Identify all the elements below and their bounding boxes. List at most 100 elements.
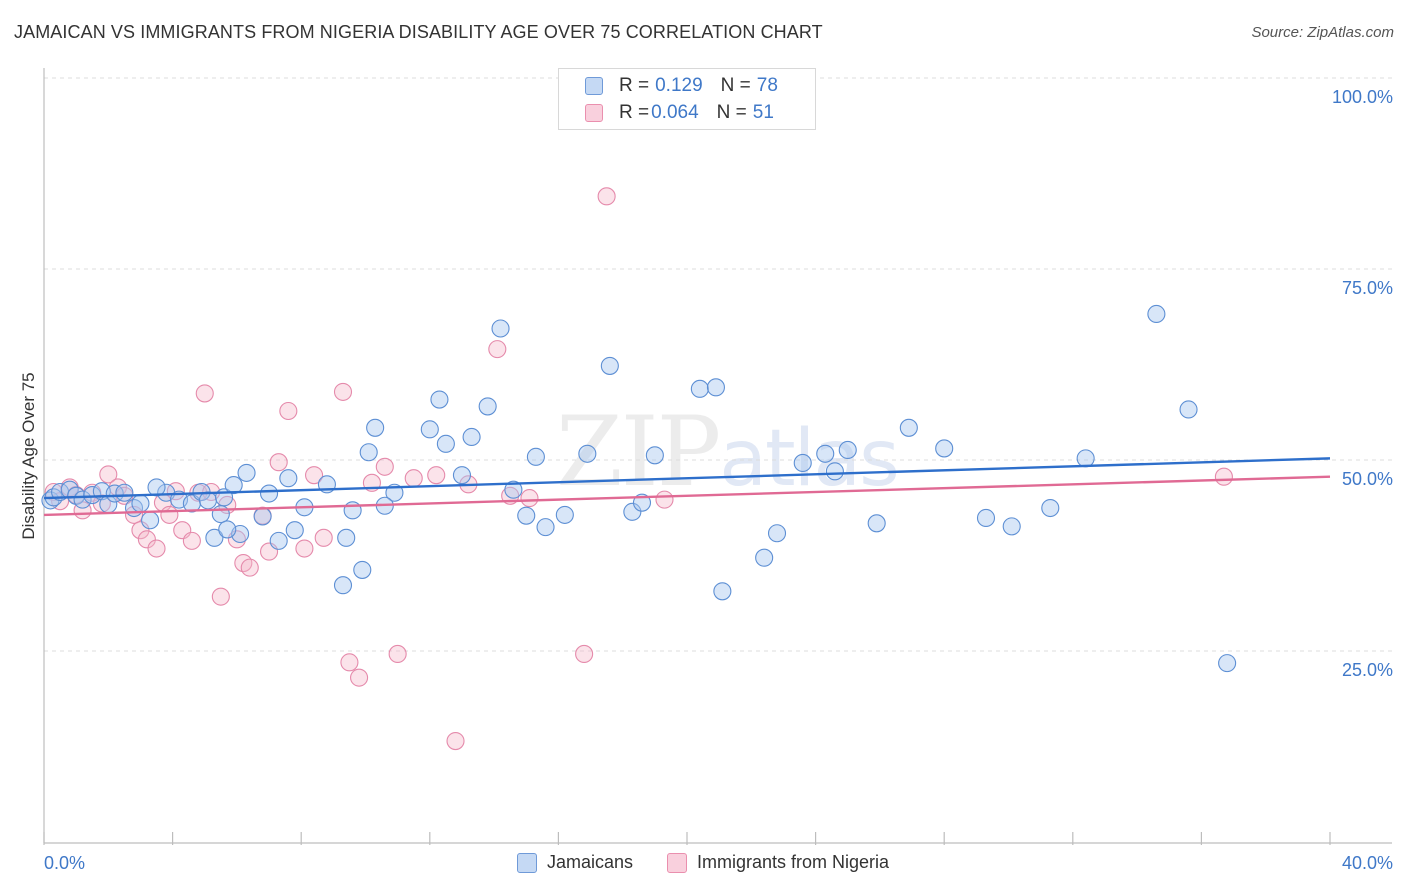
nigeria-point: [488, 340, 507, 359]
jamaicans-point: [1147, 304, 1166, 324]
nigeria-point: [211, 587, 230, 606]
nigeria-point: [124, 505, 144, 524]
jamaicans-point: [816, 444, 835, 463]
jamaicans-trend-line: [43, 457, 1331, 500]
jamaicans-point: [353, 560, 372, 579]
jamaicans-legend-swatch-icon: [516, 852, 537, 873]
jamaicans-point: [713, 582, 732, 601]
nigeria-point: [340, 653, 359, 672]
jamaicans-point: [526, 447, 545, 466]
nigeria-trend-line: [43, 475, 1331, 517]
nigeria-point: [388, 644, 407, 664]
legend-item-nigeria[interactable]: Immigrants from Nigeria: [667, 852, 889, 873]
jamaicans-point: [105, 484, 124, 503]
nigeria-point: [195, 384, 214, 403]
jamaicans-point: [899, 418, 918, 437]
tick-labels: 25.0% 50.0% 75.0% 100.0% 0.0% 40.0%: [44, 87, 1393, 873]
jamaicans-point: [976, 508, 996, 528]
jamaicans-point: [333, 576, 353, 595]
jamaicans-point: [218, 520, 237, 539]
watermark-zip: ZIP: [556, 396, 721, 508]
x-tick-label: 40.0%: [1342, 853, 1393, 873]
jamaicans-point: [1041, 498, 1060, 518]
nigeria-point: [314, 528, 333, 547]
nigeria-point: [279, 401, 298, 421]
nigeria-point: [446, 732, 465, 751]
jamaicans-point: [430, 390, 449, 409]
r-label: R =: [619, 75, 650, 96]
stats-row-jamaicans: R = 0.129 N = 78: [585, 73, 778, 99]
nigeria-point: [137, 530, 156, 549]
nigeria-point: [227, 530, 246, 549]
jamaicans-point: [767, 524, 787, 543]
nigeria-point: [99, 465, 118, 484]
jamaicans-point: [147, 478, 166, 497]
jamaicans-point: [253, 507, 272, 526]
jamaicans-point: [491, 319, 510, 338]
jamaicans-point: [269, 531, 288, 550]
legend-label-jamaicans: Jamaicans: [546, 852, 633, 872]
jamaicans-point: [867, 514, 886, 533]
jamaicans-point: [224, 476, 243, 495]
jamaicans-point: [517, 506, 536, 525]
jamaicans-point: [452, 466, 472, 485]
n-value: 78: [756, 75, 778, 96]
n-label: N =: [716, 102, 747, 123]
jamaicans-point: [141, 511, 160, 530]
jamaicans-point: [935, 439, 954, 458]
jamaicans-point: [462, 427, 481, 447]
watermark: ZIPatlas: [556, 396, 900, 508]
series-jamaicans-points: [41, 304, 1237, 673]
jamaicans-point: [838, 440, 857, 460]
jamaicans-point: [285, 521, 304, 540]
jamaicans-point: [366, 418, 385, 437]
jamaicans-point: [131, 494, 150, 513]
jamaicans-point: [83, 485, 102, 505]
trend-lines: [43, 457, 1331, 517]
jamaicans-point: [115, 483, 134, 502]
nigeria-legend-swatch-icon: [667, 852, 687, 873]
r-value: 0.129: [655, 75, 703, 96]
nigeria-swatch-icon: [585, 104, 603, 122]
r-label: R =: [619, 102, 650, 123]
legend: Jamaicans Immigrants from Nigeria: [0, 852, 1406, 873]
jamaicans-point: [359, 443, 378, 462]
jamaicans-point: [478, 397, 497, 416]
jamaicans-point: [436, 434, 455, 453]
jamaicans-point: [198, 491, 218, 510]
y-tick-label: 75.0%: [1342, 278, 1393, 298]
y-tick-label: 25.0%: [1342, 660, 1393, 680]
nigeria-point: [404, 469, 423, 488]
nigeria-point: [147, 539, 166, 558]
r-value: 0.064: [651, 102, 699, 123]
n-value: 51: [752, 102, 774, 123]
stats-legend-box: R = 0.129 N = 78 R = 0.064 N = 51: [558, 68, 816, 130]
jamaicans-point: [73, 490, 92, 509]
nigeria-point: [240, 558, 259, 577]
legend-item-jamaicans[interactable]: Jamaicans: [516, 852, 633, 873]
jamaicans-point: [337, 528, 356, 547]
nigeria-point: [333, 382, 353, 401]
jamaicans-point: [536, 518, 555, 537]
jamaicans-point: [259, 484, 279, 503]
jamaicans-point: [205, 528, 224, 547]
nigeria-point: [269, 453, 288, 472]
stats-row-nigeria: R = 0.064 N = 51: [585, 100, 774, 126]
nigeria-point: [234, 553, 253, 573]
nigeria-point: [375, 457, 394, 476]
jamaicans-point: [1179, 400, 1198, 419]
chart-title: JAMAICAN VS IMMIGRANTS FROM NIGERIA DISA…: [14, 22, 823, 42]
nigeria-point: [350, 668, 369, 687]
series-nigeria-points: [44, 187, 1233, 751]
jamaicans-point: [211, 505, 230, 524]
jamaicans-point: [578, 444, 597, 463]
jamaicans-point: [755, 548, 774, 567]
y-axis-label: Disability Age Over 75: [19, 372, 38, 539]
jamaicans-swatch-icon: [585, 77, 603, 95]
nigeria-point: [295, 539, 314, 558]
y-tick-label: 50.0%: [1342, 469, 1393, 489]
jamaicans-point: [420, 420, 439, 439]
jamaicans-point: [237, 463, 256, 482]
jamaicans-point: [645, 446, 664, 465]
